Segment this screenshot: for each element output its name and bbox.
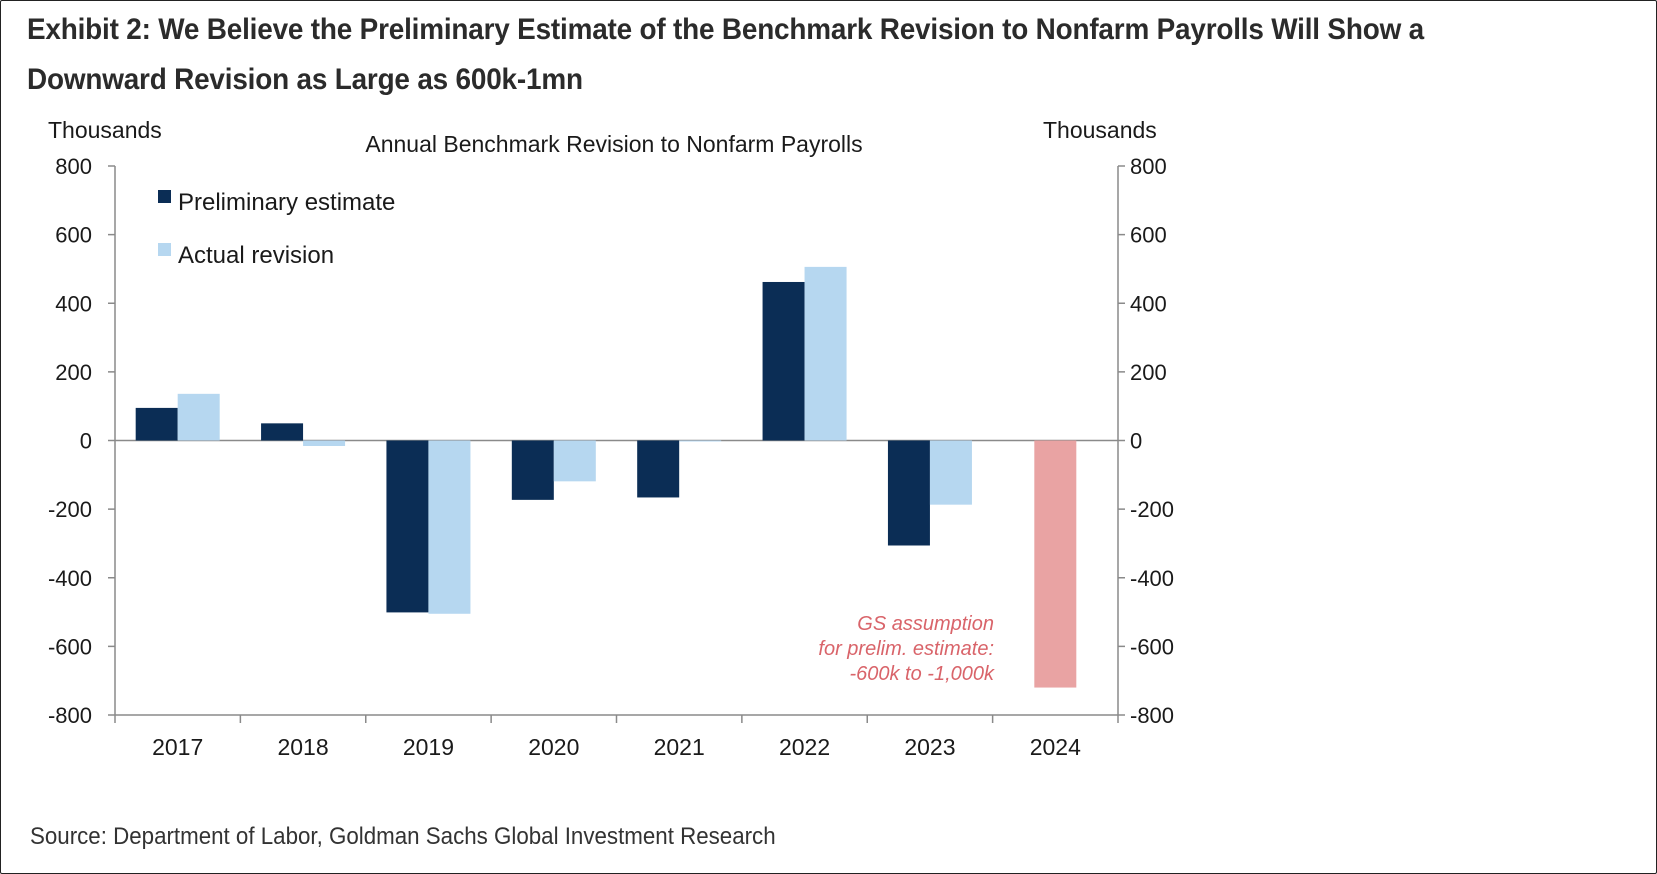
- y-tick-label-right: 200: [1130, 360, 1167, 385]
- y-tick-label-right: -400: [1130, 566, 1174, 591]
- x-tick-label: 2021: [654, 734, 705, 760]
- y-axis-label-left: Thousands: [48, 117, 162, 143]
- annotation-line: for prelim. estimate:: [818, 638, 994, 660]
- y-tick-label-left: 400: [55, 291, 92, 316]
- y-tick-label-left: -200: [48, 497, 92, 522]
- exhibit-heading: Exhibit 2: We Believe the Preliminary Es…: [27, 5, 1515, 105]
- bar-gs-assumption: [1034, 440, 1077, 688]
- bar-actual-revision: [303, 440, 346, 446]
- chart-bars: [135, 266, 1077, 688]
- y-axis-label-right: Thousands: [1043, 117, 1157, 143]
- y-tick-label-right: -200: [1130, 497, 1174, 522]
- y-tick-label-left: -400: [48, 566, 92, 591]
- x-tick-label: 2023: [904, 734, 955, 760]
- bar-preliminary-estimate: [135, 407, 178, 441]
- bar-actual-revision: [553, 440, 596, 482]
- chart-labels: 800 800 600 600 400 400 200 200 0 0 -200 -200 -400 -4…: [48, 117, 1174, 760]
- annotation-line: GS assumption: [857, 613, 994, 635]
- bar-actual-revision: [929, 440, 972, 505]
- y-tick-label-right: 0: [1130, 429, 1142, 454]
- bar-actual-revision: [428, 440, 471, 614]
- bar-actual-revision: [804, 266, 847, 441]
- bar-actual-revision: [679, 440, 722, 442]
- y-tick-label-right: 800: [1130, 154, 1167, 179]
- y-tick-label-right: 400: [1130, 291, 1167, 316]
- bar-preliminary-estimate: [637, 440, 680, 498]
- x-tick-label: 2019: [403, 734, 454, 760]
- bar-preliminary-estimate: [762, 281, 805, 441]
- y-tick-label-left: -800: [48, 703, 92, 728]
- exhibit-heading-line-2: Downward Revision as Large as 600k-1mn: [27, 63, 583, 96]
- x-tick-label: 2022: [779, 734, 830, 760]
- y-tick-label-right: -600: [1130, 634, 1174, 659]
- bar-preliminary-estimate: [261, 423, 304, 441]
- y-tick-label-left: 600: [55, 223, 92, 248]
- x-tick-label: 2020: [528, 734, 579, 760]
- bar-preliminary-estimate: [511, 440, 554, 500]
- bar-preliminary-estimate: [887, 440, 930, 546]
- legend-swatch: [158, 190, 171, 203]
- annotation-line: -600k to -1,000k: [849, 663, 995, 685]
- bar-actual-revision: [177, 393, 220, 441]
- x-tick-label: 2018: [277, 734, 328, 760]
- source-note: Source: Department of Labor, Goldman Sac…: [30, 823, 776, 850]
- y-tick-label-left: 0: [80, 429, 92, 454]
- y-tick-label-left: 200: [55, 360, 92, 385]
- legend-label: Preliminary estimate: [178, 189, 395, 216]
- y-tick-label-left: 800: [55, 154, 92, 179]
- y-tick-label-left: -600: [48, 634, 92, 659]
- y-tick-label-right: -800: [1130, 703, 1174, 728]
- x-tick-label: 2017: [152, 734, 203, 760]
- legend-label: Actual revision: [178, 242, 334, 269]
- exhibit-heading-line-1: Exhibit 2: We Believe the Preliminary Es…: [27, 13, 1424, 46]
- chart-title: Annual Benchmark Revision to Nonfarm Pay…: [365, 131, 862, 157]
- legend-swatch: [158, 243, 171, 256]
- y-tick-label-right: 600: [1130, 223, 1167, 248]
- bar-preliminary-estimate: [386, 440, 429, 613]
- x-tick-label: 2024: [1030, 734, 1081, 760]
